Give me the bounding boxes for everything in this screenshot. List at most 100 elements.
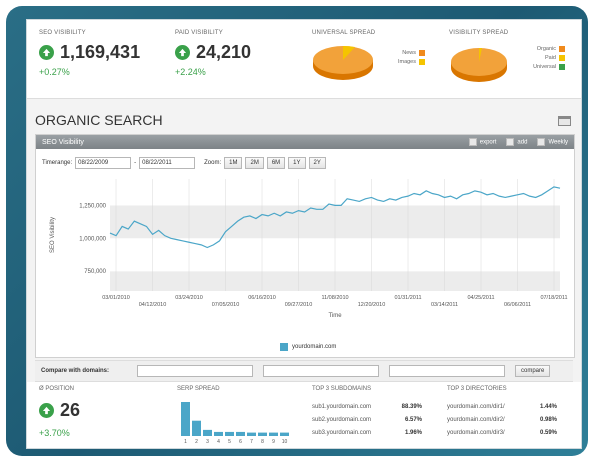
kpi-change: +2.24%	[175, 67, 251, 77]
serp-tick-label: 2	[195, 439, 198, 445]
serp-bar	[225, 432, 234, 436]
kpi-value: 24,210	[196, 42, 251, 63]
x-tick-label: 03/01/2010	[102, 295, 130, 301]
weekly-button[interactable]: Weekly	[537, 138, 568, 146]
zoom-label: Zoom:	[204, 160, 221, 166]
directories-title: TOP 3 DIRECTORIES	[447, 386, 507, 392]
legend-label: Images	[398, 59, 416, 65]
subdomain-name[interactable]: sub3.yourdomain.com	[312, 430, 398, 436]
compare-domain-input-2[interactable]	[263, 365, 379, 377]
subdomain-name[interactable]: sub1.yourdomain.com	[312, 404, 398, 410]
serp-spread-title: SERP SPREAD	[177, 386, 220, 392]
date-from-input[interactable]: 08/22/2009	[75, 157, 131, 169]
add-icon	[506, 138, 514, 146]
zoom-6m-button[interactable]: 6M	[267, 157, 285, 169]
universal-spread-kpi: UNIVERSAL SPREAD	[312, 30, 375, 36]
kpi-title: PAID VISIBILITY	[175, 30, 251, 36]
universal-spread-legend: News Images	[381, 48, 425, 66]
kpi-title: UNIVERSAL SPREAD	[312, 30, 375, 36]
serp-bar	[181, 402, 190, 436]
zoom-2m-button[interactable]: 2M	[245, 157, 263, 169]
panel-title: SEO Visibility	[42, 139, 84, 146]
subdomain-pct: 88.39%	[398, 404, 422, 410]
legend-label: Organic	[537, 46, 556, 52]
compare-domain-input-1[interactable]	[137, 365, 253, 377]
subdomains-table: sub1.yourdomain.com 88.39% sub2.yourdomai…	[312, 400, 422, 439]
directories-table: yourdomain.com/dir1/1.44% yourdomain.com…	[447, 400, 557, 439]
visibility-spread-pie	[447, 42, 511, 86]
x-tick-label: 01/31/2011	[394, 295, 421, 301]
table-row: yourdomain.com/dir1/1.44%	[447, 400, 557, 413]
legend-swatch	[559, 46, 565, 52]
position-title: Ø POSITION	[39, 386, 74, 392]
kpi-value: 1,169,431	[60, 42, 140, 63]
directory-pct: 0.59%	[533, 430, 557, 436]
legend-swatch	[280, 343, 288, 351]
serp-tick-label: 1	[184, 439, 187, 445]
seo-visibility-chart: 750,000 1,000,000 1,250,000 SEO Visibility 0…	[40, 173, 570, 333]
directory-name[interactable]: yourdomain.com/dir1/	[447, 404, 533, 410]
compare-bar: Compare with domains: compare	[35, 360, 573, 382]
serp-bar	[214, 432, 223, 436]
serp-tick-label: 7	[250, 439, 253, 445]
x-tick-label: 06/16/2010	[248, 295, 276, 301]
position-value: 26	[60, 400, 80, 421]
x-tick-label: 07/05/2010	[212, 302, 240, 308]
table-row: yourdomain.com/dir2/0.98%	[447, 413, 557, 426]
visibility-spread-kpi: VISIBILITY SPREAD	[449, 30, 508, 36]
export-button[interactable]: export	[469, 138, 497, 146]
serp-tick-label: 6	[239, 439, 242, 445]
compare-domain-input-3[interactable]	[389, 365, 505, 377]
x-tick-label: 03/24/2010	[175, 295, 203, 301]
x-tick-label: 03/14/2011	[431, 302, 458, 308]
bottom-stats: Ø POSITION 26 +3.70% SERP SPREAD 1 2 3 4 5 6 7…	[27, 382, 581, 448]
position-change: +3.70%	[39, 428, 70, 438]
serp-spread-chart: 1 2 3 4 5 6 7 8 9 10	[177, 396, 297, 446]
timerange-label: Timerange:	[42, 160, 72, 166]
x-tick-label: 06/06/2011	[504, 302, 531, 308]
legend-label: Universal	[533, 64, 556, 70]
seo-visibility-kpi: SEO VISIBILITY 1,169,431 +0.27%	[39, 30, 140, 77]
subdomain-name[interactable]: sub2.yourdomain.com	[312, 417, 398, 423]
calendar-icon	[537, 138, 545, 146]
subdomain-pct: 6.57%	[398, 417, 422, 423]
directory-name[interactable]: yourdomain.com/dir3/	[447, 430, 533, 436]
legend-swatch	[559, 55, 565, 61]
section-title: ORGANIC SEARCH	[35, 112, 163, 128]
serp-tick-label: 4	[217, 439, 220, 445]
date-to-input[interactable]: 08/22/2011	[139, 157, 195, 169]
compare-label: Compare with domains:	[41, 368, 137, 374]
serp-tick-label: 8	[261, 439, 264, 445]
window-icon[interactable]	[558, 116, 571, 126]
zoom-2y-button[interactable]: 2Y	[309, 157, 326, 169]
serp-tick-label: 9	[272, 439, 275, 445]
paid-visibility-kpi: PAID VISIBILITY 24,210 +2.24%	[175, 30, 251, 77]
kpi-strip: SEO VISIBILITY 1,169,431 +0.27% PAID VIS…	[27, 20, 581, 99]
kpi-title: VISIBILITY SPREAD	[449, 30, 508, 36]
zoom-1m-button[interactable]: 1M	[224, 157, 242, 169]
directory-pct: 0.98%	[533, 417, 557, 423]
legend-label: yourdomain.com	[292, 344, 336, 350]
legend-label: News	[402, 50, 416, 56]
y-axis-label: SEO Visibility	[50, 217, 56, 253]
x-tick-label: 12/20/2010	[358, 302, 386, 308]
y-tick-label: 1,000,000	[79, 236, 106, 242]
compare-button[interactable]: compare	[515, 365, 550, 377]
serp-bar	[203, 430, 212, 436]
subdomains-title: TOP 3 SUBDOMAINS	[312, 386, 371, 392]
x-tick-label: 04/25/2011	[467, 295, 494, 301]
dashboard-frame: SEO VISIBILITY 1,169,431 +0.27% PAID VIS…	[6, 6, 588, 456]
directory-name[interactable]: yourdomain.com/dir2/	[447, 417, 533, 423]
kpi-change: +0.27%	[39, 67, 140, 77]
x-axis-label: Time	[328, 313, 342, 319]
serp-tick-label: 3	[206, 439, 209, 445]
y-tick-label: 750,000	[84, 269, 106, 275]
kpi-title: SEO VISIBILITY	[39, 30, 140, 36]
add-button[interactable]: add	[506, 138, 527, 146]
zoom-1y-button[interactable]: 1Y	[288, 157, 305, 169]
arrow-up-icon	[39, 45, 54, 60]
serp-bar	[280, 433, 289, 436]
legend-swatch	[559, 64, 565, 70]
chart-legend: yourdomain.com	[280, 343, 336, 351]
legend-swatch	[419, 59, 425, 65]
